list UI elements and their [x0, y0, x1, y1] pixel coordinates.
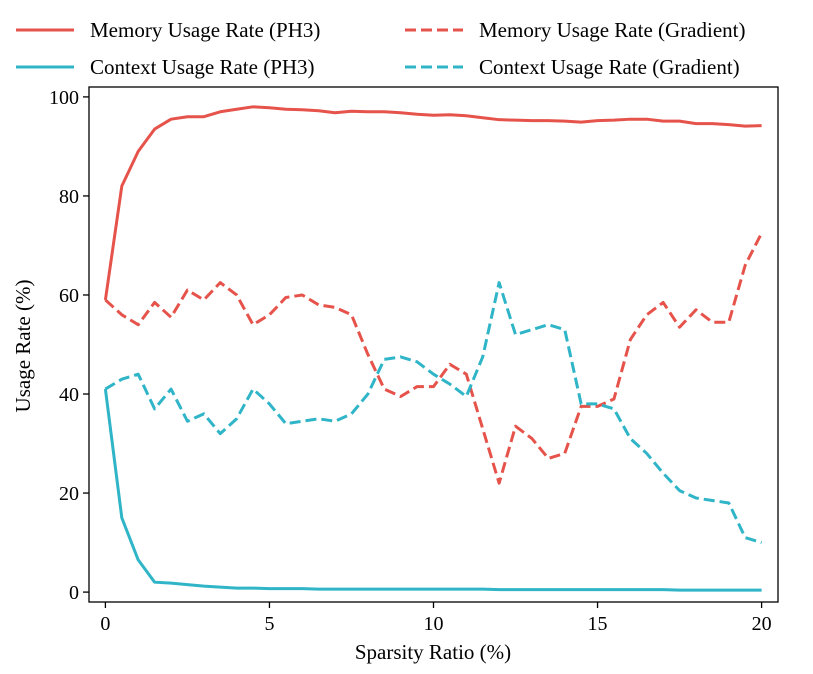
axes: 0 5 10 15 20 0 20 40 60 80 100: [49, 86, 779, 635]
legend-label-context-usage-rate-gradient: Context Usage Rate (Gradient): [479, 55, 740, 79]
x-tick-label: 0: [100, 613, 110, 635]
legend-label-memory-usage-rate-ph3: Memory Usage Rate (PH3): [90, 18, 320, 42]
y-tick-label: 40: [59, 384, 79, 406]
plot-area: [103, 105, 763, 592]
series-line-memory-usage-rate-gradient: [104, 232, 763, 485]
y-tick-label: 100: [49, 87, 79, 109]
x-tick-label: 15: [588, 613, 608, 635]
series-line-memory-usage-rate-ph3: [103, 105, 762, 301]
x-tick-label: 10: [424, 613, 444, 635]
legend-label-context-usage-rate-ph3: Context Usage Rate (PH3): [90, 55, 315, 79]
series-line-context-usage-rate-gradient: [104, 281, 763, 545]
y-tick-label: 20: [59, 483, 79, 505]
series-line-context-usage-rate-ph3: [103, 388, 762, 592]
x-tick-label: 5: [264, 613, 274, 635]
legend-label-memory-usage-rate-gradient: Memory Usage Rate (Gradient): [479, 18, 746, 42]
y-tick-label: 60: [59, 285, 79, 307]
legend: Memory Usage Rate (PH3) Context Usage Rat…: [16, 18, 746, 79]
y-tick-label: 80: [59, 186, 79, 208]
x-axis-title: Sparsity Ratio (%): [355, 640, 511, 664]
y-tick-label: 0: [69, 582, 79, 604]
x-tick-label: 20: [752, 613, 772, 635]
y-axis-title: Usage Rate (%): [11, 280, 35, 413]
axes-frame: [88, 86, 779, 603]
